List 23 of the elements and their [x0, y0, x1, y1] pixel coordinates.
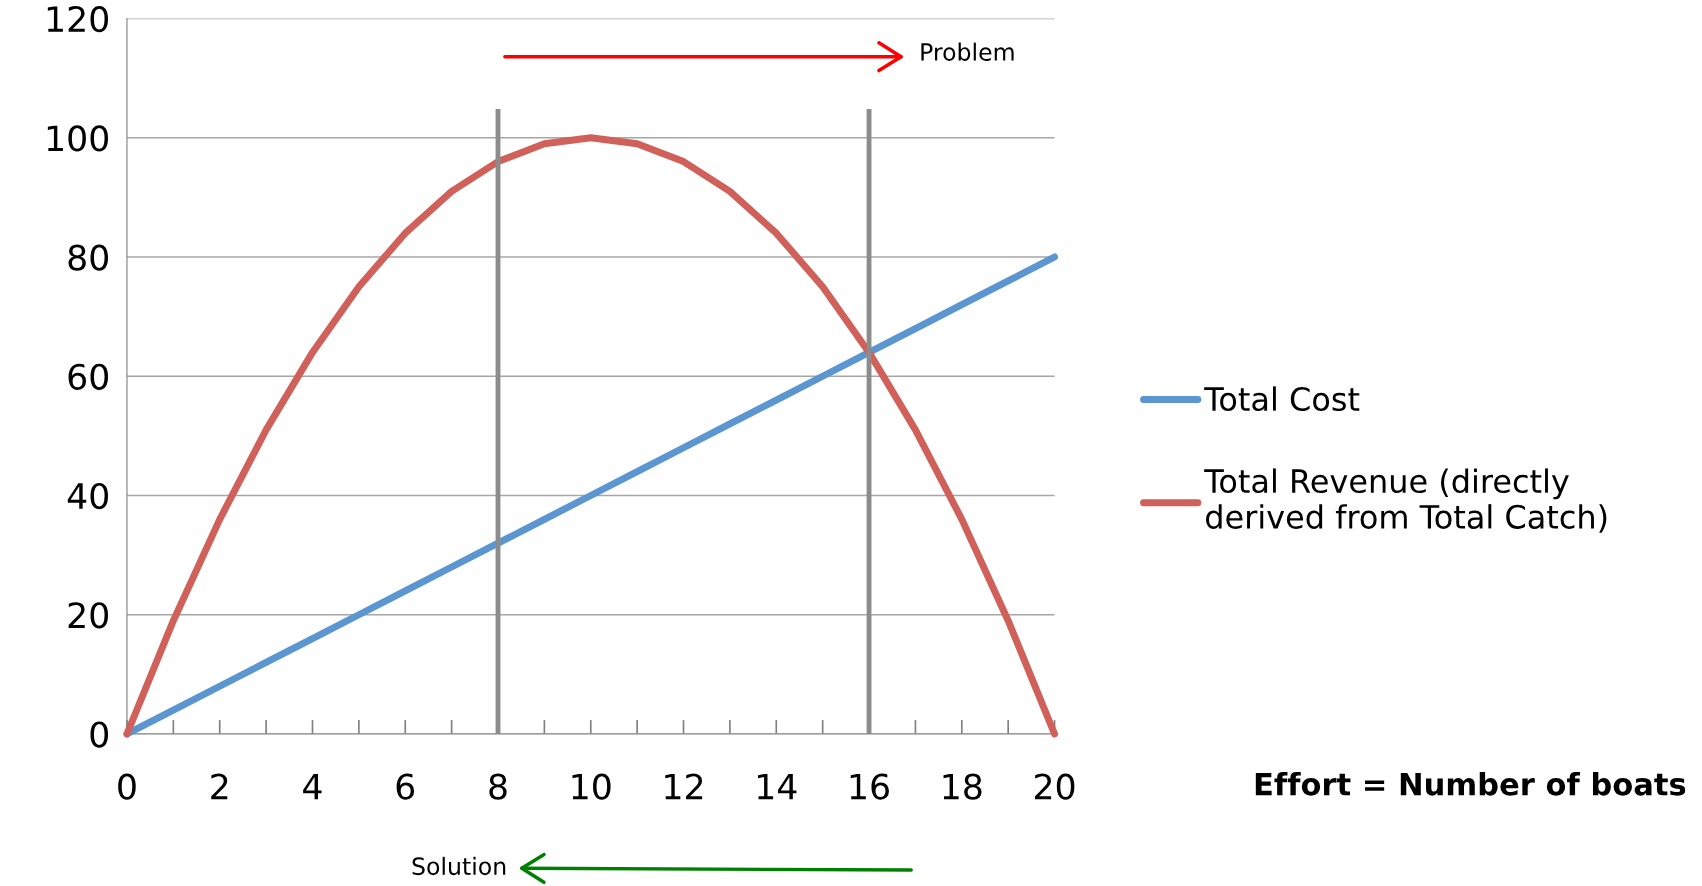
legend-label: Total Revenue (directly derived from Total Catch) — [1204, 468, 1607, 533]
y-tick-label: 60 — [68, 363, 108, 390]
y-tick-label: 20 — [68, 602, 108, 629]
y-tick-label: 0 — [90, 721, 108, 748]
x-tick-label: 0 — [118, 773, 136, 800]
x-tick-label: 10 — [572, 773, 611, 800]
x-tick-label: 4 — [303, 773, 322, 800]
x-tick-label: 14 — [758, 773, 797, 800]
annotation: Problem — [921, 42, 1014, 61]
x-tick-label: 12 — [665, 773, 703, 800]
text: Effort = Number of boats — [1255, 771, 1686, 796]
x-tick-label: 18 — [943, 773, 982, 800]
legend-label: Total Cost — [1204, 386, 1360, 412]
y-tick-label: 120 — [47, 5, 108, 33]
y-tick-label: 100 — [47, 125, 108, 152]
y-tick-label: 40 — [67, 482, 108, 510]
x-tick-label: 2 — [211, 773, 228, 800]
x-tick-label: 20 — [1035, 773, 1075, 800]
x-tick-label: 6 — [396, 773, 415, 800]
x-tick-label: 16 — [850, 773, 889, 800]
y-tick-label: 80 — [68, 244, 108, 271]
text: Solution — [412, 856, 506, 876]
x-tick-label: 8 — [489, 773, 507, 800]
